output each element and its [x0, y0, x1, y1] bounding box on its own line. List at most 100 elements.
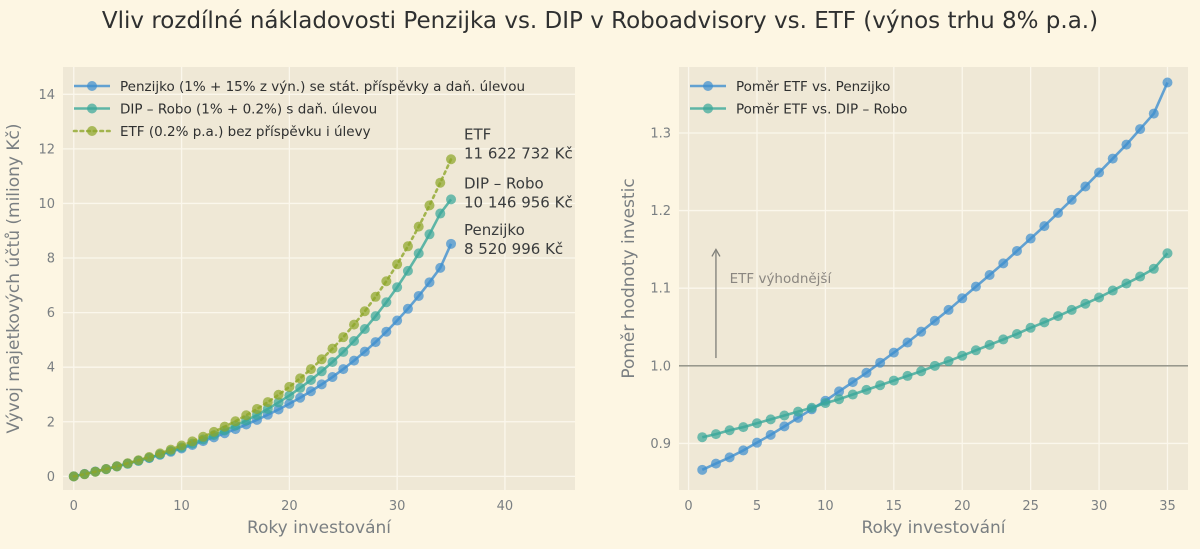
data-point [79, 469, 90, 480]
data-point [392, 315, 403, 326]
data-point [998, 334, 1009, 345]
y-tick-label: 1.1 [650, 282, 671, 297]
data-point [284, 381, 295, 392]
data-point [392, 282, 403, 293]
x-tick-label: 0 [684, 499, 692, 514]
legend-label-1: DIP – Robo (1% + 0.2%) s daň. úlevou [120, 101, 377, 117]
data-point [724, 425, 735, 436]
data-point [305, 386, 316, 397]
data-point [970, 345, 981, 356]
data-point [338, 364, 349, 375]
data-point [970, 281, 981, 292]
data-point [316, 366, 327, 377]
data-point [1053, 311, 1064, 322]
y-axis-label: Poměr hodnoty investic [619, 178, 639, 378]
plot-area [63, 67, 575, 490]
y-tick-label: 12 [38, 142, 55, 157]
data-point [697, 464, 708, 475]
x-tick-label: 40 [497, 499, 514, 514]
legend-label-0: Penzijko (1% + 15% z výn.) se stát. přís… [120, 79, 525, 95]
data-point [738, 445, 749, 456]
data-point [902, 337, 913, 348]
data-point [305, 364, 316, 375]
figure-title: Vliv rozdílné nákladovosti Penzijka vs. … [101, 8, 1099, 34]
data-point [765, 414, 776, 425]
data-point [957, 350, 968, 361]
data-point [402, 241, 413, 252]
data-point [273, 404, 284, 415]
y-tick-label: 2 [47, 415, 55, 430]
y-tick-label: 14 [38, 88, 55, 103]
data-point [413, 221, 424, 232]
data-point [1135, 124, 1146, 135]
data-point [1094, 167, 1105, 178]
data-point [929, 360, 940, 371]
plot-area [679, 67, 1188, 490]
data-point [305, 375, 316, 386]
data-point [68, 471, 79, 482]
data-point [847, 389, 858, 400]
x-axis-label: Roky investování [247, 518, 392, 538]
data-point [916, 366, 927, 377]
data-point [1066, 304, 1077, 315]
data-point [359, 323, 370, 334]
data-point [710, 458, 721, 469]
data-point [327, 357, 338, 368]
legend-label-0: Poměr ETF vs. Penzijko [736, 79, 890, 95]
data-point [446, 154, 457, 165]
data-point [295, 382, 306, 393]
data-point [208, 426, 219, 437]
data-point [1080, 298, 1091, 309]
data-point [751, 418, 762, 429]
arrow-label: ETF výhodnější [730, 271, 833, 287]
x-tick-label: 30 [389, 499, 406, 514]
data-point [316, 354, 327, 365]
data-point [370, 337, 381, 348]
legend-marker-1 [87, 103, 97, 114]
legend-marker-0 [87, 81, 97, 91]
data-point [327, 372, 338, 383]
data-point [943, 356, 954, 367]
data-point [273, 397, 284, 408]
data-point [751, 437, 762, 448]
data-point [338, 346, 349, 357]
data-point [1094, 292, 1105, 303]
data-point [806, 402, 817, 413]
data-point [402, 265, 413, 276]
data-point [176, 440, 187, 451]
data-point [381, 326, 392, 337]
data-point [1011, 245, 1022, 256]
data-point [230, 416, 241, 427]
data-point [1025, 233, 1036, 244]
data-point [284, 398, 295, 409]
y-tick-label: 1.2 [650, 204, 671, 219]
data-point [1148, 108, 1159, 119]
data-point [381, 276, 392, 287]
legend-marker-2 [87, 126, 97, 136]
data-point [1148, 263, 1159, 274]
data-point [187, 436, 198, 447]
data-point [793, 406, 804, 417]
data-point [1039, 317, 1050, 328]
data-point [359, 306, 370, 317]
data-point [413, 290, 424, 301]
data-point [861, 384, 872, 395]
data-point [435, 262, 446, 273]
data-point [943, 304, 954, 315]
data-point [381, 297, 392, 308]
data-point [370, 291, 381, 302]
y-tick-label: 1.3 [650, 126, 671, 141]
data-point [327, 343, 338, 354]
data-point [861, 367, 872, 378]
data-point [1107, 285, 1118, 296]
data-point [435, 177, 446, 188]
y-axis-label: Vývoj majetkových účtů (miliony Kč) [4, 123, 24, 433]
data-point [957, 293, 968, 304]
data-point [155, 448, 166, 459]
data-point [198, 431, 209, 442]
data-point [424, 277, 435, 288]
annotation-label: Penzijko [464, 221, 525, 239]
data-point [1107, 153, 1118, 164]
data-point [1135, 271, 1146, 282]
